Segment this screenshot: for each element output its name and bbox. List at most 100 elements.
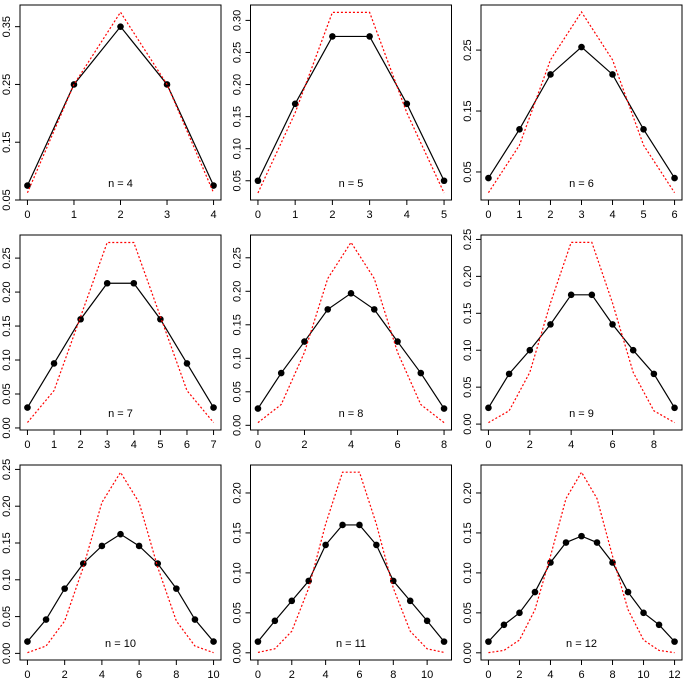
data-point: [103, 279, 111, 287]
plot-frame: [19, 4, 222, 201]
data-point: [117, 530, 124, 538]
data-point: [24, 638, 31, 645]
data-line: [257, 292, 445, 409]
data-point: [183, 360, 191, 367]
x-tick-label: 4: [131, 439, 137, 451]
x-tick-label: 5: [157, 439, 163, 451]
data-point: [406, 597, 414, 605]
data-point: [394, 338, 401, 345]
data-point: [403, 100, 411, 108]
data-point: [366, 33, 373, 40]
annotation: n = 10: [105, 638, 136, 650]
y-tick-label: 0.20: [231, 281, 243, 302]
x-tick-label: 0: [24, 209, 30, 221]
plot-frame: [250, 464, 452, 661]
x-tick-label: 0: [255, 209, 261, 221]
x-tick-label: 1: [51, 439, 57, 451]
data-point: [567, 291, 575, 299]
x-tick-label: 3: [164, 209, 170, 221]
y-tick-label: 0.10: [462, 562, 474, 583]
x-tick-label: 8: [390, 669, 396, 681]
data-line: [26, 533, 215, 642]
data-point: [671, 174, 678, 182]
x-tick-label: 10: [421, 669, 433, 681]
y-tick-label: 0.15: [462, 303, 474, 324]
data-point: [588, 291, 596, 299]
plot-frame: [250, 234, 452, 431]
data-point: [329, 33, 336, 40]
y-tick-label: 0.15: [462, 100, 474, 121]
x-tick-label: 6: [394, 439, 400, 451]
data-point: [77, 315, 84, 323]
y-tick-label: 0.00: [462, 413, 474, 434]
reference-line: [488, 241, 675, 424]
x-tick-label: 3: [367, 209, 373, 221]
data-line: [257, 524, 445, 642]
x-tick-label: 6: [609, 439, 615, 451]
data-point: [655, 621, 663, 629]
x-tick-label: 2: [329, 209, 335, 221]
data-line: [487, 46, 676, 179]
x-tick-label: 4: [609, 209, 615, 221]
x-tick-label: 3: [104, 439, 110, 451]
data-point: [593, 539, 601, 546]
y-tick-label: 0.25: [462, 39, 474, 60]
plot-frame: [19, 234, 222, 431]
data-point: [516, 126, 523, 133]
y-tick-label: 0.00: [1, 643, 13, 664]
data-point: [578, 532, 585, 540]
y-tick-label: 0.05: [231, 170, 243, 191]
data-point: [356, 521, 363, 529]
y-tick-label: 0.15: [1, 315, 13, 336]
data-point: [671, 404, 678, 412]
x-tick-label: 2: [301, 439, 307, 451]
x-tick-label: 8: [609, 669, 615, 681]
plot-frame: [480, 4, 683, 201]
y-tick-label: 0.25: [231, 42, 243, 63]
data-point: [505, 370, 513, 378]
data-point: [117, 23, 124, 30]
x-tick-label: 2: [62, 669, 68, 681]
data-point: [440, 638, 448, 645]
y-tick-label: 0.00: [1, 417, 13, 438]
y-tick-label: 0.05: [1, 606, 13, 627]
data-point: [500, 621, 508, 629]
x-tick-label: 6: [578, 669, 584, 681]
y-tick-label: 0.15: [1, 132, 13, 153]
data-point: [254, 177, 262, 185]
y-tick-label: 0.15: [231, 314, 243, 335]
x-tick-label: 8: [441, 439, 447, 451]
x-tick-label: 2: [527, 439, 533, 451]
data-point: [370, 306, 378, 313]
data-point: [609, 321, 616, 328]
x-tick-label: 4: [323, 669, 329, 681]
reference-line: [257, 11, 445, 194]
data-point: [485, 638, 492, 645]
data-point: [531, 588, 539, 596]
x-tick-label: 2: [289, 669, 295, 681]
y-tick-label: 0.10: [1, 349, 13, 370]
data-point: [562, 539, 570, 546]
y-tick-label: 0.05: [1, 189, 13, 210]
plot-frame: [250, 4, 452, 201]
annotation: n = 9: [569, 408, 594, 420]
data-point: [485, 174, 492, 182]
y-tick-label: 0.20: [1, 495, 13, 516]
y-tick-label: 0.00: [231, 642, 243, 663]
y-tick-label: 0.20: [462, 482, 474, 503]
data-line: [257, 35, 445, 182]
x-tick-label: 0: [24, 669, 30, 681]
data-point: [61, 585, 68, 592]
data-point: [609, 71, 616, 78]
x-tick-label: 12: [668, 669, 680, 681]
x-tick-label: 0: [255, 669, 261, 681]
y-tick-label: 0.15: [231, 106, 243, 127]
data-point: [254, 405, 262, 412]
x-tick-label: 5: [441, 209, 447, 221]
x-tick-label: 0: [24, 439, 30, 451]
x-tick-label: 4: [547, 669, 553, 681]
reference-line: [26, 241, 215, 423]
data-point: [547, 71, 554, 78]
data-point: [98, 542, 106, 550]
